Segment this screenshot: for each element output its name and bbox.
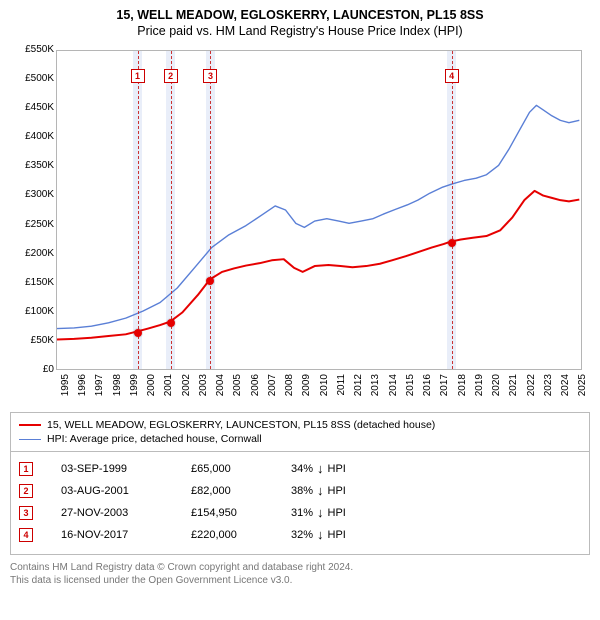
sale-dot (134, 329, 142, 337)
y-axis-label: £250K (25, 219, 54, 230)
y-axis-label: £400K (25, 131, 54, 142)
chart-svg (57, 51, 581, 369)
sale-row-date: 03-AUG-2001 (61, 480, 191, 502)
sale-row-pct: 32%↓HPI (291, 524, 346, 546)
sale-row-marker: 4 (19, 528, 33, 542)
sale-marker-box: 3 (203, 69, 217, 83)
sale-row-pct: 38%↓HPI (291, 480, 346, 502)
arrow-down-icon: ↓ (317, 458, 324, 480)
sale-row-marker: 1 (19, 462, 33, 476)
sale-dot (206, 277, 214, 285)
x-axis-label: 2025 (577, 374, 600, 396)
sales-row: 2 03-AUG-2001£82,00038%↓HPI (19, 480, 581, 502)
arrow-down-icon: ↓ (317, 502, 324, 524)
legend-row-red: 15, WELL MEADOW, EGLOSKERRY, LAUNCESTON,… (19, 418, 581, 432)
y-axis-label: £450K (25, 102, 54, 113)
y-axis-label: £550K (25, 44, 54, 55)
sales-row: 4 16-NOV-2017£220,00032%↓HPI (19, 524, 581, 546)
sales-table: 1 03-SEP-1999£65,00034%↓HPI 2 03-AUG-2001£8… (10, 452, 590, 555)
sale-row-pct: 34%↓HPI (291, 458, 346, 480)
sale-marker-box: 2 (164, 69, 178, 83)
sale-dashline (452, 51, 453, 369)
chart-container: 15, WELL MEADOW, EGLOSKERRY, LAUNCESTON,… (0, 0, 600, 593)
sale-row-marker: 2 (19, 484, 33, 498)
legend-swatch-blue (19, 439, 41, 440)
sales-row: 3 27-NOV-2003£154,95031%↓HPI (19, 502, 581, 524)
footer-line2: This data is licensed under the Open Gov… (10, 574, 590, 587)
chart-title-line2: Price paid vs. HM Land Registry's House … (10, 24, 590, 38)
sale-row-price: £82,000 (191, 480, 291, 502)
sale-dot (167, 319, 175, 327)
y-axis-label: £200K (25, 248, 54, 259)
footer-line1: Contains HM Land Registry data © Crown c… (10, 561, 590, 574)
sale-dashline (138, 51, 139, 369)
legend-row-blue: HPI: Average price, detached house, Corn… (19, 432, 581, 446)
sale-row-date: 16-NOV-2017 (61, 524, 191, 546)
sale-marker-box: 1 (131, 69, 145, 83)
chart-title-line1: 15, WELL MEADOW, EGLOSKERRY, LAUNCESTON,… (10, 8, 590, 22)
sale-row-date: 03-SEP-1999 (61, 458, 191, 480)
y-axis-label: £300K (25, 189, 54, 200)
series-line (57, 191, 579, 340)
chart-area: 1 2 3 4 £0 £50K £100K £150K £200K £250K £300K £350… (10, 44, 590, 404)
y-axis-label: £500K (25, 73, 54, 84)
sale-row-marker: 3 (19, 506, 33, 520)
footer: Contains HM Land Registry data © Crown c… (10, 561, 590, 587)
sale-row-price: £65,000 (191, 458, 291, 480)
sale-row-pct: 31%↓HPI (291, 502, 346, 524)
y-axis-label: £150K (25, 277, 54, 288)
arrow-down-icon: ↓ (317, 480, 324, 502)
y-axis-label: £100K (25, 306, 54, 317)
legend-swatch-red (19, 424, 41, 426)
plot-region: 1 2 3 4 (56, 50, 582, 370)
legend-label-blue: HPI: Average price, detached house, Corn… (47, 432, 262, 446)
y-axis-label: £50K (31, 335, 54, 346)
sale-row-date: 27-NOV-2003 (61, 502, 191, 524)
sale-marker-box: 4 (445, 69, 459, 83)
sale-dot (448, 239, 456, 247)
y-axis-label: £0 (43, 364, 54, 375)
sale-row-price: £220,000 (191, 524, 291, 546)
series-line (57, 105, 579, 328)
arrow-down-icon: ↓ (317, 524, 324, 546)
sale-dashline (210, 51, 211, 369)
legend-box: 15, WELL MEADOW, EGLOSKERRY, LAUNCESTON,… (10, 412, 590, 452)
sale-row-price: £154,950 (191, 502, 291, 524)
y-axis-label: £350K (25, 160, 54, 171)
legend-label-red: 15, WELL MEADOW, EGLOSKERRY, LAUNCESTON,… (47, 418, 435, 432)
sales-row: 1 03-SEP-1999£65,00034%↓HPI (19, 458, 581, 480)
